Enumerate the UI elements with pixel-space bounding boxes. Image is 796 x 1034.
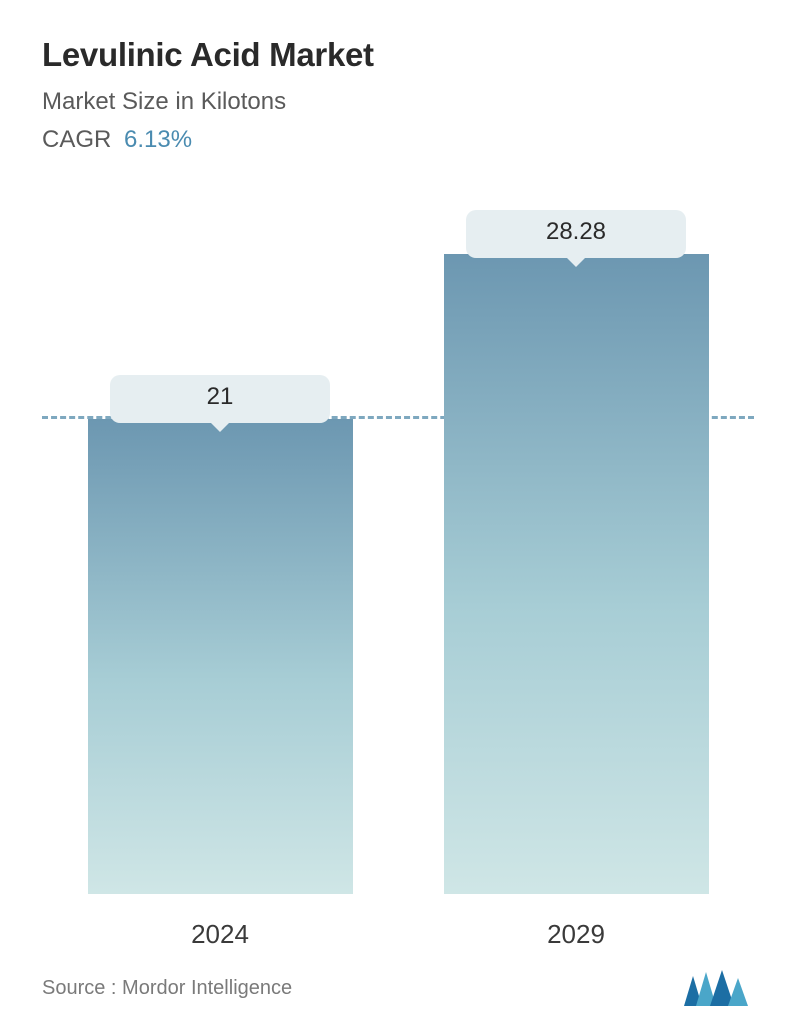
- x-axis-label: 2029: [444, 919, 709, 950]
- chart-title: Levulinic Acid Market: [42, 36, 754, 74]
- bars-group: 21 28.28: [42, 200, 754, 894]
- mordor-logo-icon: [682, 968, 754, 1008]
- chart-header: Levulinic Acid Market Market Size in Kil…: [42, 36, 754, 154]
- chart-container: Levulinic Acid Market Market Size in Kil…: [0, 0, 796, 1034]
- x-axis-labels: 2024 2029: [42, 919, 754, 950]
- cagr-value: 6.13%: [124, 126, 192, 153]
- bar: [444, 254, 709, 894]
- x-axis-label: 2024: [88, 919, 353, 950]
- bar: [88, 419, 353, 894]
- bar-column: 28.28: [444, 210, 709, 894]
- bar-column: 21: [88, 375, 353, 894]
- chart-subtitle: Market Size in Kilotons: [42, 88, 754, 116]
- chart-plot-area: 21 28.28 2024 2029: [42, 200, 754, 958]
- source-attribution: Source : Mordor Intelligence: [42, 977, 292, 1000]
- bar-value-label: 28.28: [466, 210, 686, 258]
- cagr-label: CAGR: [42, 126, 111, 153]
- cagr-row: CAGR 6.13%: [42, 126, 754, 154]
- chart-footer: Source : Mordor Intelligence: [42, 958, 754, 1008]
- brand-logo: [682, 968, 754, 1008]
- bar-value-label: 21: [110, 375, 330, 423]
